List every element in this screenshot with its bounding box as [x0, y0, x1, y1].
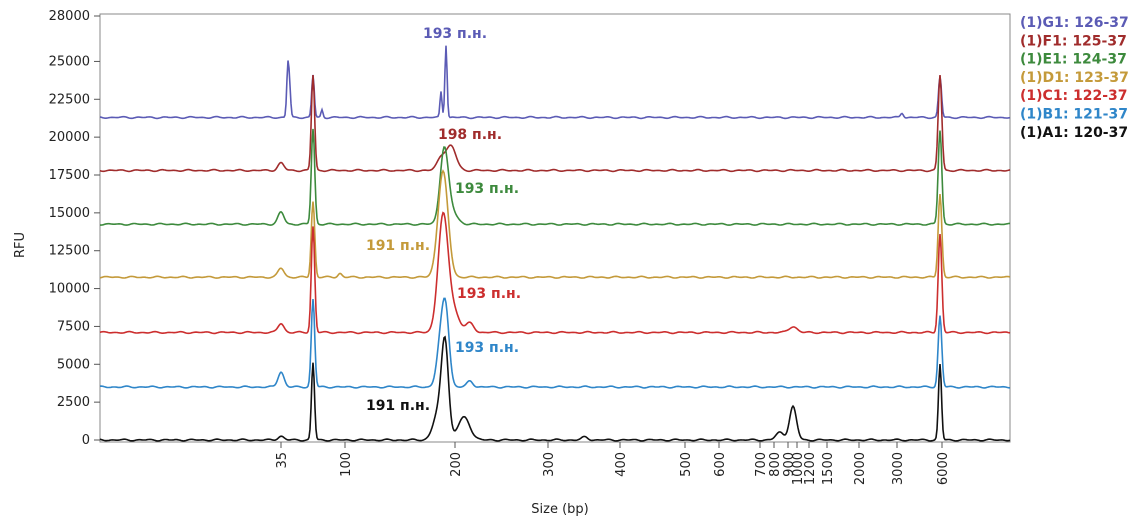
- x-tick-label: 1500: [821, 452, 836, 485]
- plot-frame: [99, 13, 1011, 443]
- y-tick-label: 15000: [49, 206, 90, 221]
- peak-label: 191 п.н.: [366, 238, 430, 254]
- legend-entry: (1)E1: 124-37: [1020, 52, 1127, 68]
- peak-label: 193 п.н.: [423, 26, 487, 42]
- legend: (1)G1: 126-37 (1)F1: 125-37 (1)E1: 124-37 (…: [1020, 15, 1129, 141]
- series-line: [100, 128, 1010, 226]
- legend-entry: (1)C1: 122-37: [1020, 88, 1128, 104]
- x-tick-label: 3000: [891, 452, 906, 485]
- series-line: [99, 75, 1011, 173]
- y-axis: 0 2500 5000 7500 10000 12500 15000 17500 20000 22…: [49, 9, 100, 448]
- peak-label: 191 п.н.: [366, 398, 430, 414]
- peak-label: 193 п.н.: [457, 286, 521, 302]
- x-tick-label: 100: [339, 452, 354, 477]
- y-tick-label: 22500: [49, 92, 90, 107]
- x-axis-title: Size (bp): [531, 502, 588, 517]
- x-tick-label: 1000: [791, 452, 806, 485]
- y-tick-label: 7500: [57, 319, 90, 334]
- x-tick-label: 300: [542, 452, 557, 477]
- x-tick-label: 6000: [936, 452, 951, 485]
- y-axis-title: RFU: [13, 232, 28, 258]
- traces: [99, 45, 1011, 442]
- peak-label: 193 п.н.: [455, 340, 519, 356]
- peak-label: 198 п.н.: [438, 127, 502, 143]
- peak-label: 193 п.н.: [455, 181, 519, 197]
- series-line: [99, 45, 1011, 120]
- legend-entry: (1)B1: 121-37: [1020, 107, 1128, 123]
- y-tick-label: 10000: [49, 282, 90, 297]
- y-tick-label: 25000: [49, 54, 90, 69]
- x-tick-label: 600: [713, 452, 728, 477]
- series-line: [99, 211, 1011, 335]
- y-tick-label: 0: [82, 433, 90, 448]
- x-tick-label: 200: [449, 452, 464, 477]
- y-tick-label: 2500: [57, 395, 90, 410]
- peak-labels: 193 п.н. 198 п.н. 193 п.н. 191 п.н. 193 п.н.…: [366, 26, 521, 414]
- x-tick-label: 500: [679, 452, 694, 477]
- y-tick-label: 12500: [49, 244, 90, 259]
- x-tick-label: 35: [275, 452, 290, 469]
- y-tick-label: 28000: [49, 9, 90, 24]
- x-tick-label: 1200: [803, 452, 818, 485]
- x-tick-label: 2000: [853, 452, 868, 485]
- legend-entry: (1)A1: 120-37: [1020, 125, 1128, 141]
- x-tick-label: 800: [768, 452, 783, 477]
- x-tick-label: 400: [614, 452, 629, 477]
- y-tick-label: 20000: [49, 130, 90, 145]
- x-tick-label: 700: [754, 452, 769, 477]
- y-tick-label: 17500: [49, 168, 90, 183]
- series-line: [99, 297, 1010, 389]
- y-tick-label: 5000: [57, 357, 90, 372]
- series-line: [99, 169, 1011, 279]
- legend-entry: (1)G1: 126-37: [1020, 15, 1129, 31]
- legend-entry: (1)F1: 125-37: [1020, 33, 1127, 49]
- x-tick-label: 900: [782, 452, 797, 477]
- legend-entry: (1)D1: 123-37: [1020, 70, 1129, 86]
- series-line: [99, 335, 1011, 442]
